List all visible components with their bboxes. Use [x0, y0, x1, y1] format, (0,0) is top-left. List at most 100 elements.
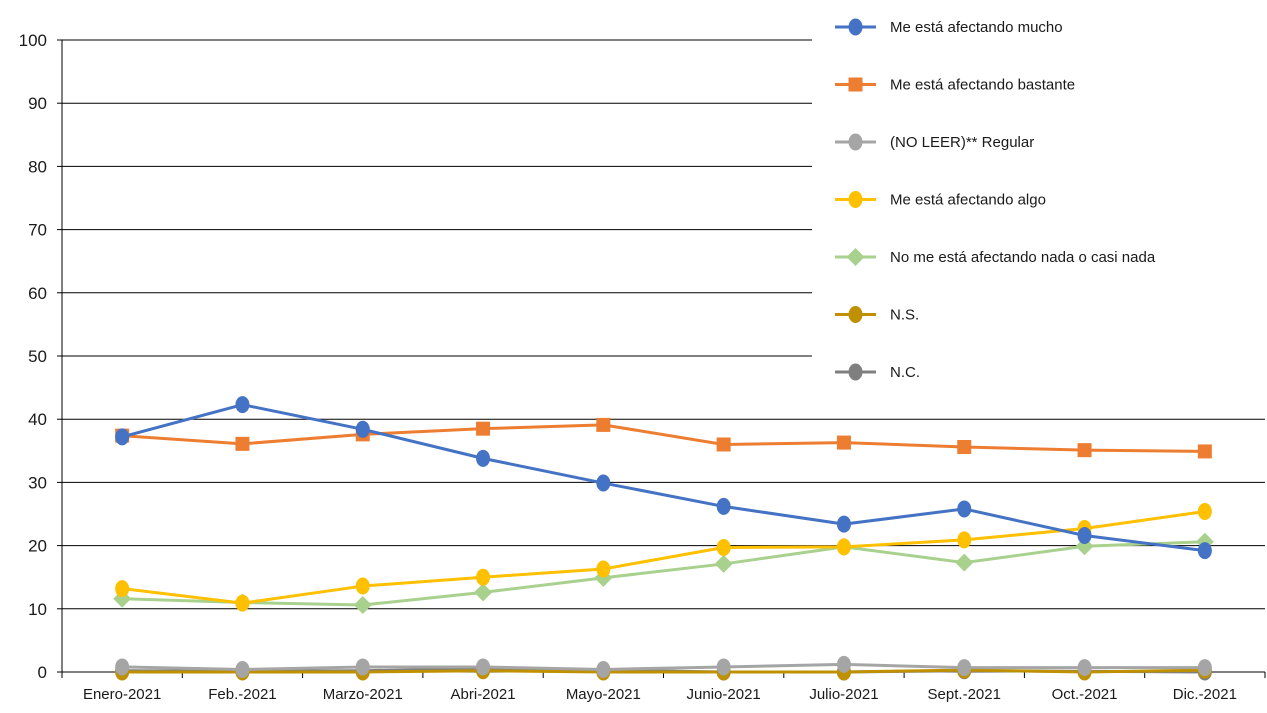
- data-point: [836, 435, 851, 450]
- data-point: [955, 553, 974, 572]
- legend-item: N.S.: [835, 306, 919, 324]
- y-tick-label: 20: [28, 537, 47, 556]
- data-point: [957, 440, 972, 455]
- data-point: [1197, 659, 1212, 677]
- data-point: [235, 396, 250, 414]
- data-point: [355, 420, 370, 438]
- data-point: [235, 594, 250, 612]
- y-tick-label: 90: [28, 94, 47, 113]
- legend-item: Me está afectando bastante: [835, 77, 1075, 94]
- data-point: [848, 306, 863, 323]
- series-lines: [113, 396, 1214, 681]
- x-tick-label: Julio-2021: [809, 686, 878, 703]
- data-point: [355, 577, 370, 595]
- series-line: [122, 668, 1205, 674]
- legend: Me está afectando mucho Me está afectando…: [835, 18, 1156, 381]
- data-point: [848, 133, 863, 151]
- legend-item: N.C.: [835, 363, 920, 381]
- series-2: [115, 655, 1212, 678]
- data-point: [836, 655, 851, 673]
- y-tick-label: 0: [38, 663, 47, 682]
- data-point: [235, 436, 250, 451]
- x-axis-ticks: Enero-2021 Feb.-2021 Marzo-2021 Abri-2021 Ma…: [83, 686, 1237, 703]
- series-line: [121, 403, 1206, 553]
- data-point: [596, 474, 611, 492]
- data-point: [476, 421, 491, 436]
- series-line: [121, 509, 1206, 605]
- data-point: [848, 18, 863, 36]
- data-point: [235, 660, 250, 678]
- data-point: [596, 560, 611, 578]
- x-tick-label: Mayo-2021: [566, 686, 641, 703]
- y-tick-label: 40: [28, 410, 47, 429]
- data-point: [1197, 542, 1212, 560]
- data-point: [848, 191, 863, 208]
- x-tick-label: Sept.-2021: [928, 686, 1001, 703]
- data-point: [836, 515, 851, 533]
- data-point: [957, 659, 972, 677]
- data-point: [476, 449, 491, 467]
- data-point: [836, 538, 851, 556]
- x-tick-label: Oct.-2021: [1052, 686, 1118, 703]
- legend-item: No me está afectando nada o casi nada: [835, 248, 1156, 266]
- data-point: [716, 437, 731, 452]
- data-point: [716, 658, 731, 676]
- series-0: [115, 396, 1212, 560]
- data-point: [1077, 526, 1092, 544]
- data-point: [716, 497, 731, 515]
- x-tick-label: Abri-2021: [451, 686, 516, 703]
- data-point: [596, 660, 611, 678]
- legend-label: N.S.: [890, 307, 919, 324]
- data-point: [355, 658, 370, 676]
- y-tick-label: 50: [28, 347, 47, 366]
- x-tick-label: Enero-2021: [83, 686, 161, 703]
- legend-label: Me está afectando algo: [890, 192, 1046, 209]
- legend-item: Me está afectando mucho: [835, 18, 1063, 36]
- y-tick-label: 30: [28, 473, 47, 492]
- series-line: [122, 540, 1205, 607]
- data-point: [1197, 502, 1212, 520]
- data-point: [115, 580, 130, 598]
- data-point: [596, 417, 611, 432]
- series-line: [122, 423, 1205, 453]
- data-point: [476, 568, 491, 586]
- data-point: [353, 596, 372, 615]
- data-point: [476, 658, 491, 676]
- x-tick-label: Junio-2021: [687, 686, 761, 703]
- data-point: [1077, 443, 1092, 458]
- series-line: [122, 662, 1205, 671]
- data-point: [714, 554, 733, 573]
- series-3: [115, 502, 1212, 612]
- y-tick-label: 80: [28, 157, 47, 176]
- legend-label: No me está afectando nada o casi nada: [890, 249, 1156, 266]
- data-point: [115, 428, 130, 446]
- legend-item: Me está afectando algo: [835, 191, 1046, 209]
- y-tick-label: 70: [28, 221, 47, 240]
- legend-label: (NO LEER)** Regular: [890, 134, 1034, 151]
- legend-label: Me está afectando bastante: [890, 77, 1075, 94]
- data-point: [848, 363, 863, 381]
- data-point: [848, 77, 863, 92]
- series-1: [115, 417, 1212, 459]
- data-point: [115, 658, 130, 676]
- x-tick-label: Marzo-2021: [323, 686, 403, 703]
- data-point: [957, 531, 972, 549]
- data-point: [846, 248, 865, 266]
- legend-item: (NO LEER)** Regular: [835, 133, 1034, 151]
- y-axis-ticks: 0 10 20 30 40 50 60 70 80 90 100: [19, 31, 47, 682]
- x-tick-label: Feb.-2021: [208, 686, 276, 703]
- x-tick-label: Dic.-2021: [1173, 686, 1237, 703]
- legend-label: Me está afectando mucho: [890, 19, 1063, 36]
- data-point: [716, 538, 731, 556]
- data-point: [474, 583, 493, 602]
- data-point: [957, 500, 972, 518]
- y-tick-label: 10: [28, 600, 47, 619]
- data-point: [1077, 659, 1092, 677]
- legend-label: N.C.: [890, 364, 920, 381]
- gridlines: [57, 39, 1266, 678]
- y-tick-label: 100: [19, 31, 47, 50]
- data-point: [1197, 444, 1212, 459]
- y-tick-label: 60: [28, 284, 47, 303]
- series-4: [113, 532, 1214, 615]
